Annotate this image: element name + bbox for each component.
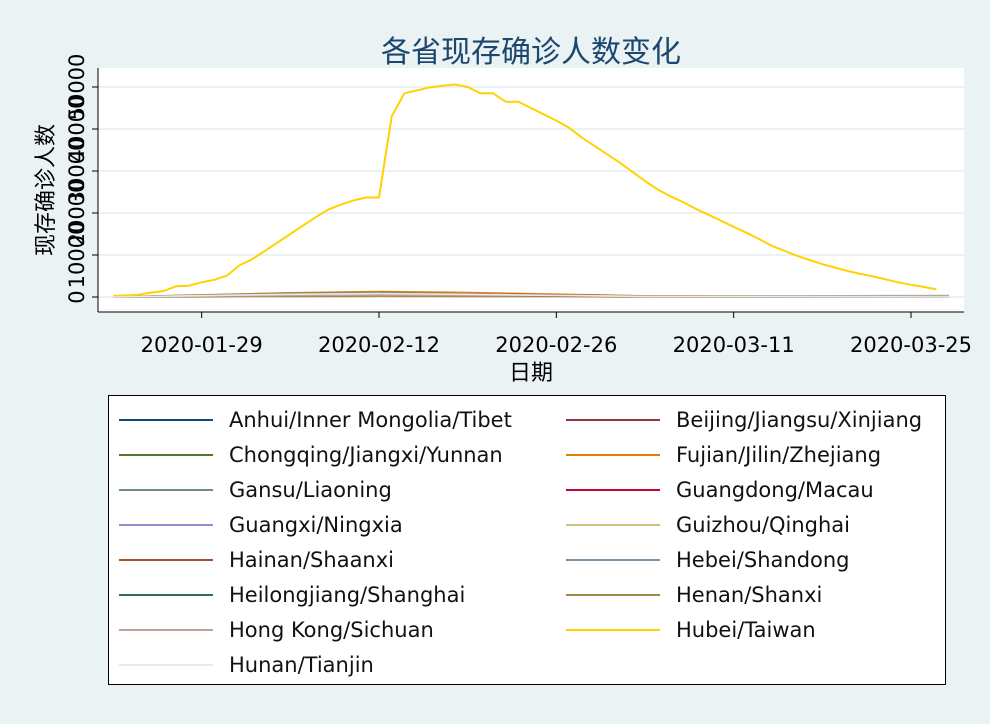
legend-item: Guizhou/Qinghai [566, 513, 850, 537]
y-tick-label: 20000 [65, 180, 89, 247]
chart-title: 各省现存确诊人数变化 [381, 35, 681, 70]
legend-label: Hubei/Taiwan [676, 618, 816, 642]
legend-swatch [119, 559, 213, 561]
legend-swatch [566, 559, 660, 561]
legend-label: Henan/Shanxi [676, 583, 823, 607]
y-tick-label: 40000 [65, 96, 89, 163]
legend-swatch [566, 419, 660, 421]
legend-label: Beijing/Jiangsu/Xinjiang [676, 408, 923, 432]
x-tick-label: 2020-01-29 [141, 333, 263, 357]
legend-swatch [119, 524, 213, 526]
legend-item: Hubei/Taiwan [566, 618, 816, 642]
legend-item: Henan/Shanxi [566, 583, 822, 607]
y-tick-label: 30000 [65, 138, 89, 205]
legend-swatch [119, 594, 213, 596]
x-tick-label: 2020-02-26 [495, 333, 617, 357]
legend-label: Gansu/Liaoning [229, 478, 392, 502]
x-axis-title: 日期 [509, 361, 553, 386]
legend-item: Hainan/Shaanxi [119, 548, 394, 572]
series-line-hunan-tianjin [112, 292, 950, 298]
legend-item: Chongqing/Jiangxi/Yunnan [119, 443, 503, 467]
legend-label: Hainan/Shaanxi [229, 548, 395, 572]
y-tick-label: 0 [65, 290, 89, 303]
legend-label: Heilongjiang/Shanghai [229, 583, 466, 607]
legend-item: Hong Kong/Sichuan [119, 618, 434, 642]
legend: Anhui/Inner Mongolia/Tibet Beijing/Jiangs… [108, 395, 946, 685]
legend-item: Beijing/Jiangsu/Xinjiang [566, 408, 922, 432]
legend-label: Hunan/Tianjin [229, 653, 374, 677]
x-tick-label: 2020-02-12 [318, 333, 440, 357]
legend-label: Guizhou/Qinghai [676, 513, 850, 537]
y-tick-label: 50000 [65, 54, 89, 121]
series-line-hubei-taiwan [112, 83, 937, 297]
x-tick-label: 2020-03-25 [850, 333, 972, 357]
legend-item: Guangxi/Ningxia [119, 513, 403, 537]
legend-label: Anhui/Inner Mongolia/Tibet [229, 408, 512, 432]
y-axis-title: 现存确诊人数 [34, 124, 59, 256]
legend-swatch [119, 664, 213, 666]
legend-swatch [119, 454, 213, 456]
legend-swatch [119, 629, 213, 631]
series-layer [112, 83, 950, 298]
legend-item: Anhui/Inner Mongolia/Tibet [119, 408, 512, 432]
legend-swatch [566, 629, 660, 631]
legend-swatch [566, 454, 660, 456]
legend-label: Guangxi/Ningxia [229, 513, 403, 537]
legend-item: Hunan/Tianjin [119, 653, 374, 677]
legend-label: Hebei/Shandong [676, 548, 850, 572]
legend-item: Guangdong/Macau [566, 478, 874, 502]
legend-swatch [566, 524, 660, 526]
legend-swatch [566, 489, 660, 491]
legend-label: Fujian/Jilin/Zhejiang [676, 443, 882, 467]
legend-item: Gansu/Liaoning [119, 478, 392, 502]
legend-swatch [119, 489, 213, 491]
legend-swatch [119, 419, 213, 421]
legend-label: Hong Kong/Sichuan [229, 618, 434, 642]
legend-label: Guangdong/Macau [676, 478, 874, 502]
legend-item: Fujian/Jilin/Zhejiang [566, 443, 881, 467]
legend-label: Chongqing/Jiangxi/Yunnan [229, 443, 503, 467]
y-tick-label: 10000 [65, 222, 89, 289]
x-tick-label: 2020-03-11 [673, 333, 795, 357]
legend-swatch [566, 594, 660, 596]
legend-item: Hebei/Shandong [566, 548, 850, 572]
legend-item: Heilongjiang/Shanghai [119, 583, 465, 607]
